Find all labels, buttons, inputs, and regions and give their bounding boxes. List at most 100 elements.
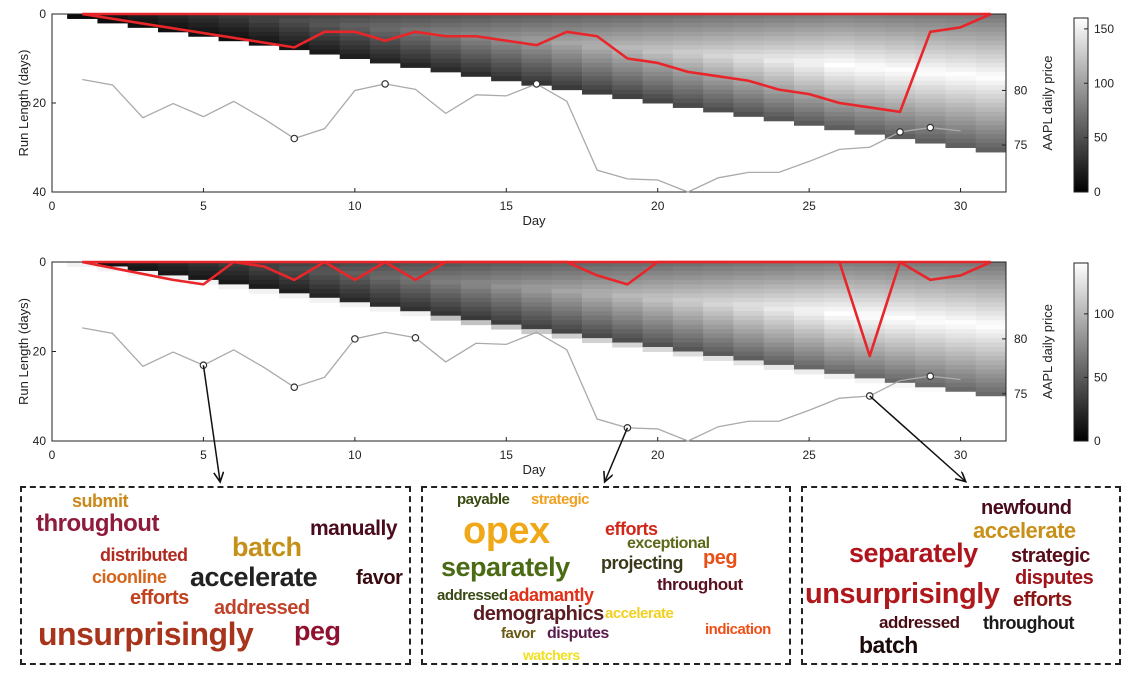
heatmap-cell — [854, 347, 886, 352]
heatmap-cell — [945, 116, 977, 122]
heatmap-cell — [582, 36, 613, 42]
heatmap-cell — [884, 111, 916, 117]
heatmap-cell — [824, 76, 856, 82]
heatmap-cell — [794, 351, 825, 357]
heatmap-cell — [703, 270, 734, 276]
heatmap-cell — [582, 306, 613, 312]
heatmap-cell — [491, 27, 522, 33]
heatmap-cell — [733, 320, 765, 326]
heatmap-cell — [945, 138, 977, 144]
heatmap-cell — [127, 262, 159, 267]
heatmap-cell — [248, 266, 280, 272]
heatmap-cell — [763, 297, 795, 303]
heatmap-cell — [672, 306, 704, 312]
heatmap-cell — [945, 111, 977, 117]
heatmap-cell — [430, 275, 462, 281]
heatmap-cell — [733, 297, 765, 303]
cloud-word: disputes — [547, 625, 609, 642]
heatmap-cell — [521, 18, 553, 24]
heatmap-cell — [794, 333, 825, 339]
heatmap-cell — [188, 27, 220, 33]
heatmap-cell — [854, 342, 886, 348]
heatmap-cell — [975, 129, 1007, 135]
heatmap-cell — [824, 338, 856, 344]
price-marker — [290, 134, 299, 143]
colorbar-tick-label: 50 — [1094, 131, 1108, 145]
price-marker — [411, 333, 420, 342]
heatmap-cell — [551, 275, 583, 281]
heatmap-cell — [945, 378, 977, 384]
heatmap-cell — [945, 297, 977, 303]
cloud-word: strategic — [1011, 545, 1090, 567]
heatmap-cell — [945, 342, 977, 348]
heatmap-cell — [551, 45, 583, 51]
heatmap-cell — [884, 62, 916, 68]
cloud-word: adamantly — [509, 585, 594, 605]
heatmap-cell — [733, 27, 765, 33]
heatmap-cell — [309, 293, 341, 299]
heatmap-cell — [854, 364, 886, 370]
heatmap-cell — [460, 54, 492, 59]
heatmap-cell — [521, 62, 553, 68]
chart-panel-2: 0 5 10 15 20 25 30 0 20 40 80 75 Day Run Length (days… — [16, 255, 1114, 477]
cloud-word: efforts — [130, 587, 189, 609]
heatmap-cell — [763, 364, 795, 370]
heatmap-cell — [703, 351, 734, 357]
heatmap-cell — [975, 320, 1007, 326]
heatmap-cell — [460, 284, 492, 290]
heatmap-cell — [430, 270, 462, 276]
heatmap-cell — [370, 58, 401, 64]
heatmap-cell — [491, 36, 522, 42]
heatmap-cell — [884, 94, 916, 100]
heatmap-cell — [612, 18, 644, 24]
heatmap-cell — [582, 302, 613, 308]
heatmap-cell — [945, 120, 977, 126]
heatmap-cell — [733, 329, 765, 335]
heatmap-cell — [945, 36, 977, 42]
heatmap-cell — [945, 71, 977, 77]
heatmap-cell — [733, 333, 765, 339]
heatmap-cell — [824, 71, 856, 77]
cloud-word: accelerate — [190, 562, 318, 592]
heatmap-cell — [551, 18, 583, 24]
heatmap-cell — [703, 293, 734, 299]
heatmap-cell — [884, 279, 916, 285]
heatmap-cell — [945, 134, 977, 140]
heatmap-cell — [975, 31, 1007, 37]
heatmap-cell — [672, 342, 704, 348]
heatmap-cell — [915, 293, 946, 299]
heatmap-cell — [975, 396, 1007, 402]
heatmap-cell — [400, 36, 432, 42]
heatmap-cell — [642, 302, 674, 308]
heatmap-cell — [854, 315, 886, 321]
heatmap-cell — [703, 288, 734, 294]
heatmap-cell — [945, 40, 977, 46]
heatmap-cell — [945, 373, 977, 379]
heatmap-cell — [612, 31, 644, 37]
heatmap-cell — [672, 36, 704, 42]
heatmap-cell — [218, 284, 250, 290]
heatmap-cell — [824, 293, 856, 299]
x-axis-label: Day — [522, 462, 546, 477]
heatmap-cell — [733, 98, 765, 104]
heatmap-cell — [915, 111, 946, 117]
heatmap-cell — [854, 85, 886, 91]
heatmap-cell — [703, 315, 734, 321]
x-tick-label: 0 — [49, 199, 56, 213]
heatmap-cell — [884, 320, 916, 326]
heatmap-cell — [915, 360, 946, 366]
heatmap-cell — [188, 275, 220, 281]
heatmap-cell — [521, 76, 553, 82]
heatmap-cell — [551, 49, 583, 55]
heatmap-cell — [309, 270, 341, 276]
heatmap-cell — [460, 18, 492, 24]
heatmap-cell — [430, 31, 462, 37]
heatmap-cell — [975, 387, 1007, 393]
price-tick-label: 75 — [1014, 387, 1028, 401]
heatmap-cell — [794, 320, 825, 326]
heatmap-cell — [430, 315, 462, 321]
heatmap-cell — [733, 71, 765, 77]
heatmap-cell — [945, 324, 977, 330]
heatmap-cell — [67, 14, 98, 19]
heatmap-cell — [945, 382, 977, 388]
